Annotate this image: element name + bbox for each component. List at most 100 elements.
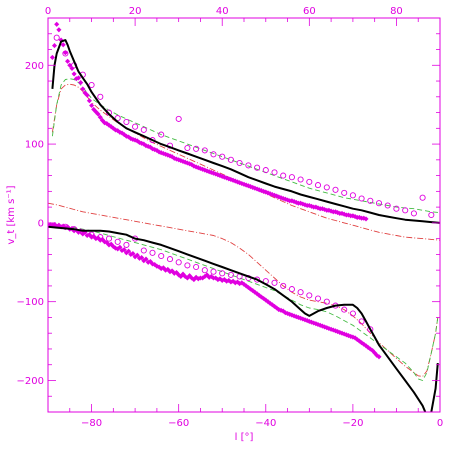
x-tick-label: −80 xyxy=(81,418,102,429)
x-axis-label: l [°] xyxy=(235,432,254,443)
upper-obs-open-point xyxy=(245,162,252,169)
upper-obs-open-point xyxy=(297,176,304,183)
lower-obs-open-point xyxy=(158,252,165,260)
lower-obs-open-point xyxy=(288,286,295,293)
upper-obs-filled-point xyxy=(60,42,66,48)
lower-obs-filled-point xyxy=(130,251,136,257)
upper-obs-open-point xyxy=(349,192,356,199)
upper-obs-filled-point xyxy=(95,111,101,117)
upper-obs-open-point xyxy=(375,200,383,207)
top-x-tick-label: 20 xyxy=(129,6,142,17)
y-axis-label: v_t [km s⁻¹] xyxy=(6,185,17,244)
x-tick-label: −60 xyxy=(168,418,189,429)
upper-obs-open-point xyxy=(306,178,313,185)
lower-obs-open-point xyxy=(341,306,348,313)
upper-obs-filled-point xyxy=(54,21,60,27)
lower-obs-open-point xyxy=(297,289,304,296)
lower-obs-filled-point xyxy=(376,354,382,360)
upper-obs-open-point xyxy=(236,159,243,167)
upper-obs-open-point xyxy=(158,131,165,138)
y-tick-label: 200 xyxy=(25,61,44,72)
y-tick-label: −200 xyxy=(17,376,44,387)
lower-black-model-line xyxy=(48,225,439,412)
x-tick-label: 0 xyxy=(437,418,443,429)
lower-obs-open-point xyxy=(358,318,365,325)
lower-obs-open-point xyxy=(175,259,182,266)
plot-inner xyxy=(48,21,440,412)
upper-obs-open-point xyxy=(384,202,391,209)
lower-obs-open-point xyxy=(210,268,217,275)
upper-obs-open-point xyxy=(254,164,261,171)
lower-obs-open-point xyxy=(105,235,113,242)
upper-obs-filled-point xyxy=(84,92,90,98)
upper-obs-open-point xyxy=(227,156,234,163)
lower-obs-open-point xyxy=(306,292,313,299)
lower-obs-open-point xyxy=(219,270,226,277)
lower-obs-open-point xyxy=(184,262,191,269)
lower-obs-open-point xyxy=(280,282,287,289)
upper-obs-open-point xyxy=(341,189,348,196)
y-tick-label: −100 xyxy=(17,297,44,308)
upper-obs-open-point xyxy=(210,151,217,158)
upper-obs-open-point xyxy=(149,137,156,144)
upper-green-model-line xyxy=(51,78,440,214)
top-x-tick-label: 80 xyxy=(390,6,403,17)
lower-obs-open-point xyxy=(349,310,356,317)
upper-obs-open-point xyxy=(428,211,435,219)
upper-red-model-line xyxy=(51,83,440,241)
upper-obs-filled-point xyxy=(69,65,75,71)
lower-red-model-line xyxy=(48,202,439,377)
lower-obs-open-point xyxy=(123,241,130,248)
lower-obs-filled-point xyxy=(134,252,140,258)
top-x-tick-label: 0 xyxy=(45,6,51,17)
upper-black-model-line xyxy=(51,39,440,224)
upper-obs-open-point xyxy=(323,184,330,191)
upper-obs-filled-point xyxy=(97,114,103,120)
upper-obs-open-point xyxy=(140,126,147,133)
lower-obs-open-point xyxy=(323,298,330,305)
upper-obs-filled-point xyxy=(75,75,82,81)
lower-obs-open-point xyxy=(367,326,374,333)
upper-obs-open-point xyxy=(332,186,339,193)
top-x-tick-label: 40 xyxy=(216,6,229,17)
lower-obs-open-point xyxy=(193,263,200,271)
upper-obs-open-point xyxy=(271,169,278,176)
y-tick-label: 0 xyxy=(38,218,44,229)
lower-obs-open-point xyxy=(149,249,156,256)
upper-obs-filled-point xyxy=(62,50,68,56)
lower-obs-open-point xyxy=(201,267,208,274)
upper-obs-open-point xyxy=(184,144,191,152)
lower-obs-filled-point xyxy=(117,244,123,250)
upper-obs-open-point xyxy=(175,115,182,122)
upper-obs-open-point xyxy=(53,34,60,41)
upper-obs-open-point xyxy=(288,174,295,181)
upper-obs-open-point xyxy=(193,145,200,152)
lower-obs-open-point xyxy=(140,247,147,254)
upper-obs-open-point xyxy=(402,207,409,214)
upper-obs-filled-point xyxy=(51,43,58,49)
lower-obs-open-point xyxy=(271,279,278,286)
plot-area xyxy=(48,21,440,412)
upper-obs-open-point xyxy=(219,153,226,160)
upper-obs-open-point xyxy=(123,118,130,126)
upper-obs-filled-point xyxy=(65,58,71,64)
y-tick-label: 100 xyxy=(25,140,44,151)
upper-obs-filled-point xyxy=(67,62,73,68)
top-x-tick-label: 60 xyxy=(303,6,316,17)
upper-obs-open-point xyxy=(97,93,104,100)
x-tick-label: −20 xyxy=(342,418,363,429)
upper-obs-open-point xyxy=(280,172,287,179)
lower-obs-open-point xyxy=(166,256,174,263)
lower-obs-filled-point xyxy=(126,248,132,254)
upper-obs-filled-point xyxy=(80,86,86,92)
upper-obs-open-point xyxy=(314,182,322,189)
upper-obs-open-point xyxy=(358,195,365,202)
lower-green-model-line xyxy=(48,224,439,381)
upper-obs-filled-point xyxy=(78,80,84,86)
upper-obs-open-point xyxy=(419,194,426,201)
lower-obs-open-point xyxy=(314,295,322,302)
upper-obs-open-point xyxy=(262,167,269,174)
upper-obs-open-point xyxy=(393,205,400,212)
